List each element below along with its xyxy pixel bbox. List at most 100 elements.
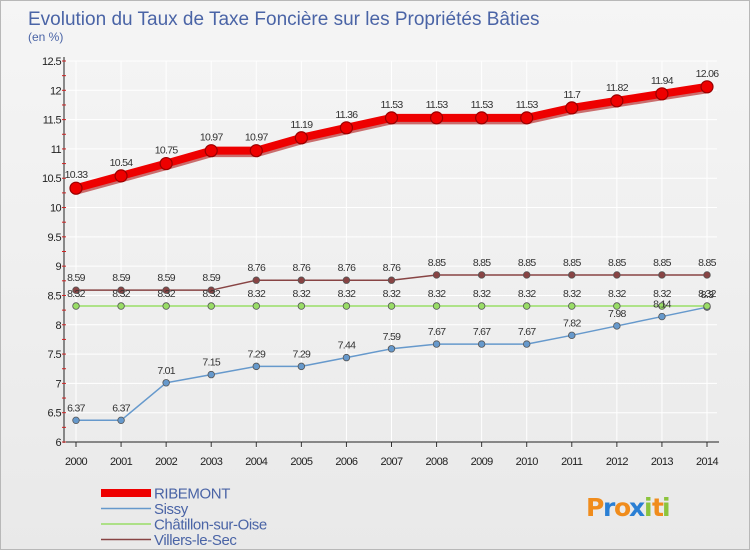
data-point bbox=[613, 322, 621, 330]
data-point bbox=[432, 271, 441, 279]
series bbox=[69, 80, 714, 425]
data-point bbox=[658, 271, 666, 279]
logo-letter: i bbox=[662, 493, 671, 522]
data-label: 8.85 bbox=[563, 257, 581, 269]
data-label: 7.29 bbox=[247, 348, 265, 360]
x-tick-label: 2010 bbox=[516, 456, 539, 468]
data-point bbox=[294, 131, 308, 145]
data-point bbox=[204, 144, 218, 158]
legend-label: Sissy bbox=[154, 501, 189, 518]
data-label: 8.32 bbox=[293, 288, 311, 300]
data-label: 8.76 bbox=[383, 262, 401, 274]
logo-letter: t bbox=[652, 493, 664, 522]
data-label: 8.76 bbox=[293, 262, 311, 274]
x-tick-label: 2000 bbox=[65, 456, 88, 468]
data-point bbox=[477, 271, 486, 279]
y-tick-label: 12.5 bbox=[42, 56, 61, 68]
data-label: 8.32 bbox=[608, 288, 626, 300]
data-point bbox=[297, 302, 306, 310]
data-label: 7.29 bbox=[293, 348, 311, 360]
data-point bbox=[568, 331, 576, 340]
data-point bbox=[117, 416, 125, 425]
data-label: 10.33 bbox=[65, 169, 89, 181]
data-point bbox=[384, 111, 399, 125]
data-point bbox=[429, 111, 444, 125]
y-tick-label: 8.5 bbox=[48, 290, 62, 302]
data-point bbox=[249, 144, 263, 158]
legend-label: RIBEMONT bbox=[154, 486, 230, 503]
data-point bbox=[432, 340, 441, 348]
legend-label: Villers-le-Sec bbox=[154, 532, 237, 549]
data-label: 8.3 bbox=[701, 289, 714, 301]
data-label: 8.85 bbox=[698, 257, 716, 269]
data-labels: 10.33 10.54 10.75 10.97 10.97 11.19 11.36 11.53… bbox=[65, 68, 720, 415]
y-tick-label: 7 bbox=[55, 378, 61, 390]
data-point bbox=[252, 362, 260, 371]
y-tick-label: 6.5 bbox=[48, 408, 62, 420]
data-point bbox=[252, 276, 260, 284]
data-label: 11.53 bbox=[426, 99, 449, 111]
x-tick-label: 2002 bbox=[155, 456, 178, 468]
data-point bbox=[475, 111, 489, 125]
y-tick-label: 11.5 bbox=[43, 115, 62, 127]
chart-title: Evolution du Taux de Taxe Foncière sur l… bbox=[28, 9, 540, 30]
legend: RIBEMONTSissyChâtillon-sur-OiseVillers-l… bbox=[101, 486, 267, 549]
data-label: 7.59 bbox=[383, 331, 401, 343]
logo-letter: i bbox=[644, 493, 653, 522]
data-point bbox=[72, 286, 80, 294]
data-label: 8.32 bbox=[67, 288, 85, 300]
logo-letter: P bbox=[586, 493, 604, 522]
data-label: 8.85 bbox=[653, 257, 671, 269]
data-label: 8.76 bbox=[338, 262, 356, 274]
data-label: 7.67 bbox=[473, 326, 491, 338]
x-tick-label: 2012 bbox=[606, 456, 629, 468]
data-point bbox=[568, 271, 576, 279]
data-label: 11.53 bbox=[381, 99, 404, 111]
data-point bbox=[207, 286, 215, 294]
data-label: 6.37 bbox=[112, 402, 130, 414]
x-tick-label: 2003 bbox=[200, 456, 223, 468]
x-tick-label: 2005 bbox=[290, 456, 313, 468]
data-label: 10.54 bbox=[110, 157, 134, 169]
data-point bbox=[387, 276, 396, 284]
data-point bbox=[207, 302, 215, 310]
data-label: 10.97 bbox=[245, 132, 269, 144]
data-point bbox=[477, 302, 486, 310]
data-label: 8.59 bbox=[202, 272, 220, 284]
data-point bbox=[432, 302, 441, 310]
data-label: 8.59 bbox=[157, 272, 175, 284]
data-label: 8.76 bbox=[247, 262, 265, 274]
data-label: 7.15 bbox=[202, 357, 220, 369]
y-tick-label: 10.5 bbox=[42, 173, 61, 185]
data-label: 7.82 bbox=[563, 317, 581, 329]
x-tick-label: 2009 bbox=[471, 456, 494, 468]
data-point bbox=[159, 156, 173, 171]
data-point bbox=[162, 302, 170, 310]
data-label: 8.32 bbox=[518, 288, 536, 300]
data-label: 7.44 bbox=[338, 340, 356, 352]
data-point bbox=[339, 121, 354, 135]
data-point bbox=[523, 302, 531, 310]
data-point bbox=[658, 312, 666, 321]
data-point bbox=[162, 286, 170, 294]
data-label: 8.32 bbox=[563, 288, 581, 300]
x-tick-label: 2004 bbox=[245, 456, 268, 468]
x-tick-label: 2011 bbox=[561, 456, 583, 468]
data-point bbox=[658, 302, 666, 310]
data-point bbox=[69, 181, 83, 195]
data-point bbox=[117, 286, 125, 294]
data-label: 8.59 bbox=[112, 272, 130, 284]
legend-label: Châtillon-sur-Oise bbox=[154, 517, 267, 534]
data-point bbox=[342, 353, 351, 362]
data-label: 11.53 bbox=[471, 99, 494, 111]
data-label: 8.85 bbox=[518, 257, 536, 269]
data-point bbox=[613, 271, 621, 279]
y-tick-label: 10 bbox=[50, 203, 62, 215]
data-label: 11.19 bbox=[290, 119, 313, 131]
data-point bbox=[565, 101, 579, 115]
data-label: 8.85 bbox=[608, 257, 626, 269]
data-label: 8.32 bbox=[383, 288, 401, 300]
x-tick-label: 2014 bbox=[696, 456, 719, 468]
